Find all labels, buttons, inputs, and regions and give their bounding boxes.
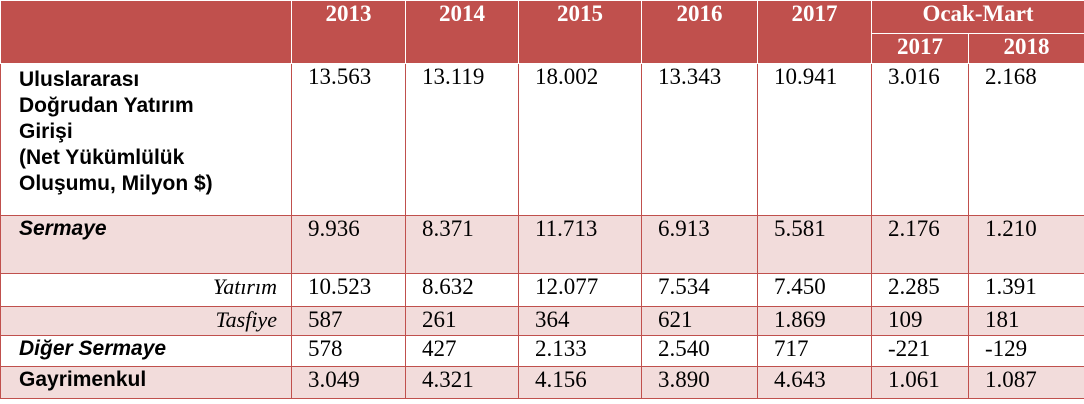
row-label: Yatırım — [0, 273, 292, 307]
row-label: Tasfiye — [0, 306, 292, 336]
table-cell: 2.133 — [518, 335, 642, 367]
header-period: Ocak-Mart — [870, 0, 1084, 34]
table-cell: 9.936 — [291, 215, 406, 274]
table-cell: 2.168 — [967, 63, 1084, 216]
header-period-year: 2017 — [871, 33, 969, 64]
table-row: Diğer Sermaye 578 427 2.133 2.540 717 -2… — [0, 335, 1084, 367]
table-cell: 181 — [967, 306, 1084, 336]
table-row: Gayrimenkul 3.049 4.321 4.156 3.890 4.64… — [0, 366, 1084, 399]
table-cell: 2.285 — [871, 273, 969, 307]
table-cell: 7.450 — [757, 273, 872, 307]
table-cell: 1.869 — [757, 306, 872, 336]
table-cell: 11.713 — [518, 215, 642, 274]
table-row: Uluslararası Doğrudan Yatırım Girişi (Ne… — [0, 63, 1084, 216]
table-row: Tasfiye 587 261 364 621 1.869 109 181 — [0, 306, 1084, 336]
table-cell: 8.371 — [405, 215, 519, 274]
row-label: Diğer Sermaye — [0, 335, 292, 367]
table-cell: 578 — [291, 335, 406, 367]
table-cell: 8.632 — [405, 273, 519, 307]
table-cell: 3.016 — [871, 63, 969, 216]
table-cell: 1.087 — [967, 366, 1084, 399]
table-cell: 621 — [641, 306, 758, 336]
table-cell: 427 — [405, 335, 519, 367]
table-cell: 6.913 — [641, 215, 758, 274]
row-label: Uluslararası Doğrudan Yatırım Girişi (Ne… — [0, 63, 292, 216]
table-cell: 364 — [518, 306, 642, 336]
row-label: Gayrimenkul — [0, 366, 292, 399]
table-cell: 1.061 — [871, 366, 969, 399]
table-cell: 18.002 — [518, 63, 642, 216]
table-cell: 3.890 — [641, 366, 758, 399]
table-cell: 13.119 — [405, 63, 519, 216]
table-cell: 10.941 — [757, 63, 872, 216]
table-cell: 7.534 — [641, 273, 758, 307]
table-cell: 4.643 — [757, 366, 872, 399]
table-cell: 109 — [871, 306, 969, 336]
header-year: 2015 — [518, 0, 642, 64]
header-period-year: 2018 — [967, 33, 1084, 64]
table-row: Sermaye 9.936 8.371 11.713 6.913 5.581 2… — [0, 215, 1084, 274]
row-label: Sermaye — [0, 215, 292, 274]
header-year: 2016 — [641, 0, 758, 64]
table-cell: 717 — [757, 335, 872, 367]
table-cell: 1.210 — [967, 215, 1084, 274]
table-cell: 13.563 — [291, 63, 406, 216]
table-cell: 13.343 — [641, 63, 758, 216]
table-cell: 4.156 — [518, 366, 642, 399]
table-cell: 10.523 — [291, 273, 406, 307]
table-row: Yatırım 10.523 8.632 12.077 7.534 7.450 … — [0, 273, 1084, 307]
table-cell: -221 — [871, 335, 969, 367]
header-year: 2017 — [757, 0, 872, 64]
table-cell: 261 — [405, 306, 519, 336]
table-cell: 2.176 — [871, 215, 969, 274]
table-cell: 4.321 — [405, 366, 519, 399]
table-cell: 12.077 — [518, 273, 642, 307]
table-cell: -129 — [967, 335, 1084, 367]
header-year: 2014 — [405, 0, 519, 64]
table-cell: 5.581 — [757, 215, 872, 274]
table-cell: 3.049 — [291, 366, 406, 399]
table-cell: 1.391 — [967, 273, 1084, 307]
table-cell: 2.540 — [641, 335, 758, 367]
header-year: 2013 — [291, 0, 406, 64]
table-cell: 587 — [291, 306, 406, 336]
header-corner — [0, 0, 292, 64]
